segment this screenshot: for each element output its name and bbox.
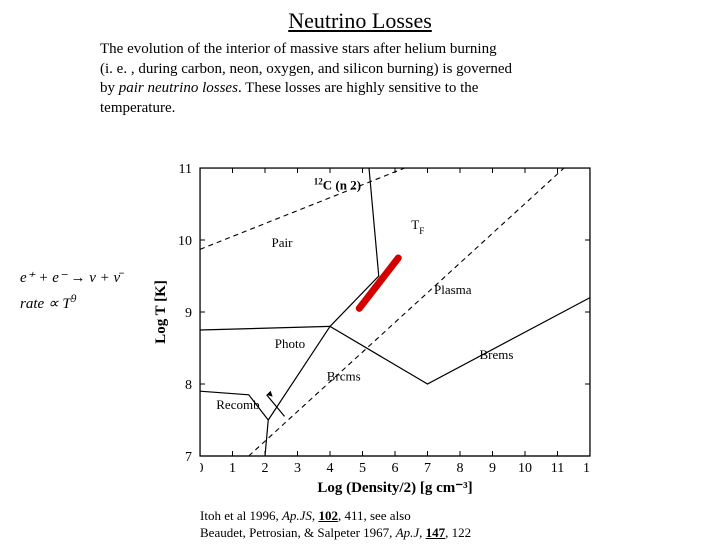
svg-text:Brcms: Brcms <box>327 368 361 383</box>
side-equations: e⁺ + e⁻ → ν + ν̄ rate ∝ T9 <box>20 268 120 319</box>
svg-text:10: 10 <box>518 461 532 476</box>
svg-text:9: 9 <box>185 306 192 321</box>
intro-paragraph: The evolution of the interior of massive… <box>100 40 660 118</box>
svg-text:6: 6 <box>392 461 399 476</box>
ref2-journal: Ap.J, <box>396 525 423 540</box>
ref1-e: , 411, see also <box>338 508 411 523</box>
svg-text:10: 10 <box>178 234 192 249</box>
svg-text:Brems: Brems <box>480 347 514 362</box>
svg-text:8: 8 <box>457 461 464 476</box>
ref1-journal: Ap.JS, <box>282 508 315 523</box>
ref2-vol: 147 <box>426 525 446 540</box>
intro-l3a: by <box>100 80 119 96</box>
svg-text:11: 11 <box>179 162 192 177</box>
svg-text:Plasma: Plasma <box>434 282 472 297</box>
ref2-a: Beaudet, Petrosian, & Salpeter 1967, <box>200 525 396 540</box>
rate-base: rate ∝ T <box>20 296 71 312</box>
svg-text:7: 7 <box>424 461 431 476</box>
ref1-a: Itoh et al 1996, <box>200 508 282 523</box>
intro-l4: temperature. <box>100 100 175 116</box>
svg-text:2: 2 <box>262 461 269 476</box>
references: Itoh et al 1996, Ap.JS, 102, 411, see al… <box>200 508 471 542</box>
neutrino-loss-plot: 01234567891011127891011Log (Density/2) [… <box>140 158 600 498</box>
svg-text:Photo: Photo <box>275 336 305 351</box>
intro-l2: (i. e. , during carbon, neon, oxygen, an… <box>100 61 512 77</box>
pair-equation: e⁺ + e⁻ → ν + ν̄ <box>20 268 120 287</box>
svg-text:3: 3 <box>294 461 301 476</box>
svg-text:TF: TF <box>411 217 424 236</box>
svg-text:Log (Density/2) [g cm⁻³]: Log (Density/2) [g cm⁻³] <box>317 480 472 496</box>
intro-l1: The evolution of the interior of massive… <box>100 41 497 57</box>
svg-text:4: 4 <box>327 461 334 476</box>
intro-l3b: pair neutrino losses <box>119 80 238 96</box>
svg-text:Recomb: Recomb <box>216 397 259 412</box>
svg-text:5: 5 <box>359 461 366 476</box>
rate-equation: rate ∝ T9 <box>20 293 120 313</box>
svg-text:11: 11 <box>551 461 564 476</box>
rate-exp: 9 <box>71 293 77 305</box>
intro-l3c: . These losses are highly sensitive to t… <box>238 80 479 96</box>
plot-svg: 01234567891011127891011Log (Density/2) [… <box>140 158 600 498</box>
svg-text:7: 7 <box>185 450 192 465</box>
svg-text:1: 1 <box>229 461 236 476</box>
svg-text:8: 8 <box>185 378 192 393</box>
page-title: Neutrino Losses <box>0 8 720 34</box>
svg-text:Log T [K]: Log T [K] <box>153 280 169 344</box>
svg-text:12C (n 2): 12C (n 2) <box>314 177 361 193</box>
svg-text:Pair: Pair <box>272 235 294 250</box>
ref2-e: , 122 <box>445 525 471 540</box>
ref1-vol: 102 <box>318 508 338 523</box>
svg-text:9: 9 <box>489 461 496 476</box>
